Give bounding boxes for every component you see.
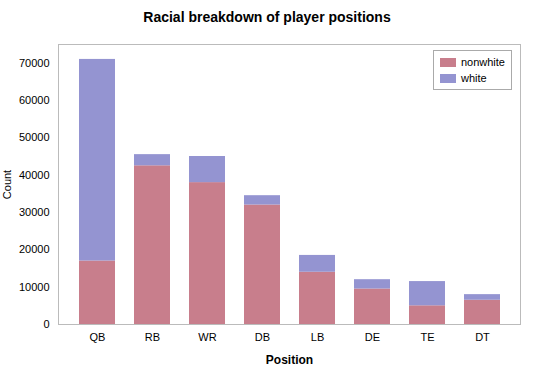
svg-text:DT: DT bbox=[475, 331, 490, 343]
svg-text:10000: 10000 bbox=[19, 281, 50, 293]
svg-text:DB: DB bbox=[255, 331, 270, 343]
svg-text:60000: 60000 bbox=[19, 94, 50, 106]
html-text:nonwhite: nonwhite bbox=[461, 56, 505, 68]
svg-text:LB: LB bbox=[311, 331, 324, 343]
svg-text:Count: Count bbox=[1, 170, 13, 199]
svg-text:0: 0 bbox=[43, 318, 49, 330]
html-text:Racial breakdown of player pos: Racial breakdown of player positions bbox=[143, 9, 391, 25]
svg-text:40000: 40000 bbox=[19, 169, 50, 181]
svg-text:DE: DE bbox=[365, 331, 380, 343]
svg-text:70000: 70000 bbox=[19, 57, 50, 69]
svg-text:WR: WR bbox=[198, 331, 216, 343]
svg-text:50000: 50000 bbox=[19, 131, 50, 143]
svg-text:30000: 30000 bbox=[19, 206, 50, 218]
svg-text:TE: TE bbox=[420, 331, 434, 343]
svg-text:20000: 20000 bbox=[19, 243, 50, 255]
svg-text:Position: Position bbox=[266, 353, 313, 367]
svg-text:QB: QB bbox=[90, 331, 106, 343]
html-text:white: white bbox=[461, 72, 487, 84]
svg-text:RB: RB bbox=[145, 331, 160, 343]
